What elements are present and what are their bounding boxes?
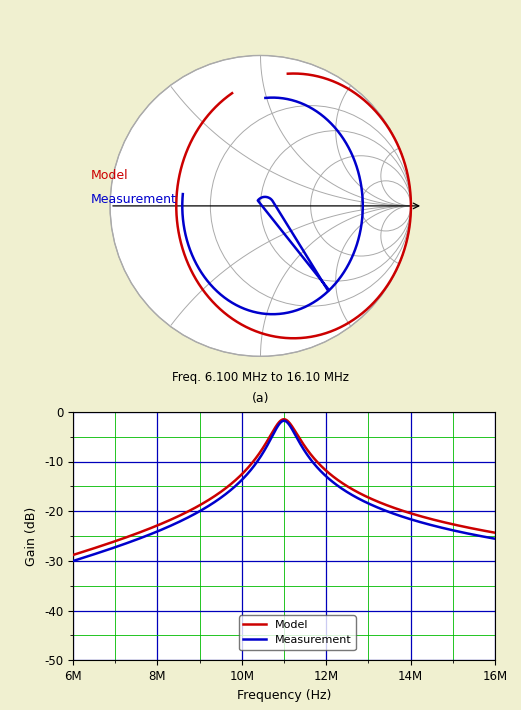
Text: Freq. 6.100 MHz to 16.10 MHz: Freq. 6.100 MHz to 16.10 MHz xyxy=(172,371,349,384)
Model xyxy=(402,508,408,516)
Y-axis label: Gain (dB): Gain (dB) xyxy=(26,506,39,566)
Text: (a): (a) xyxy=(252,393,269,405)
Text: Model: Model xyxy=(91,169,128,182)
Measurement xyxy=(492,535,498,543)
X-axis label: Frequency (Hz): Frequency (Hz) xyxy=(237,689,331,701)
Circle shape xyxy=(110,55,411,356)
Measurement xyxy=(264,442,270,450)
Model xyxy=(275,419,281,427)
Line: Measurement: Measurement xyxy=(73,421,495,561)
Measurement xyxy=(91,550,97,558)
Line: Model: Model xyxy=(73,420,495,555)
Measurement xyxy=(480,532,486,541)
Text: Measurement: Measurement xyxy=(91,193,177,207)
Model xyxy=(479,526,486,535)
Measurement xyxy=(402,513,408,522)
Model xyxy=(264,437,270,446)
Model xyxy=(281,415,287,424)
Measurement xyxy=(281,417,287,425)
Measurement xyxy=(275,421,281,430)
Legend: Model, Measurement: Model, Measurement xyxy=(239,616,356,650)
Measurement xyxy=(70,557,76,565)
Model xyxy=(91,544,97,552)
Measurement xyxy=(479,532,486,541)
Model xyxy=(70,551,76,559)
Model xyxy=(480,526,486,535)
Model xyxy=(492,528,498,537)
